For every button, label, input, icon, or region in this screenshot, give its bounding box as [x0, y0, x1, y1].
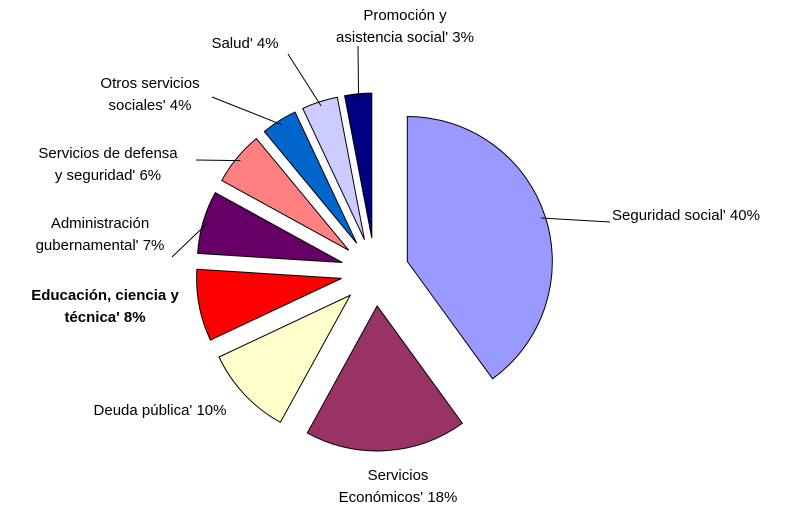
label-line: Salud' 4% [211, 35, 278, 52]
pie-slice [196, 268, 342, 341]
label-line: gubernamental' 7% [36, 237, 165, 254]
pie-slice [306, 305, 464, 452]
label-line: sociales' 4% [109, 97, 192, 114]
pie-slice [302, 96, 365, 240]
slice-label: Seguridad social' 40% [612, 207, 760, 224]
slice-label: Deuda pública' 10% [94, 402, 227, 419]
slice-label: Educación, ciencia y técnica' 8% [31, 287, 179, 326]
leader-line [287, 53, 322, 107]
leader-line [357, 45, 360, 99]
leader-line [195, 159, 241, 162]
label-line: Administración [51, 215, 149, 232]
pie-slice [263, 111, 358, 244]
label-line: Educación, ciencia y [31, 287, 179, 304]
pie-slice [221, 137, 350, 251]
leader-line [541, 217, 611, 223]
slice-label: Administración gubernamental' 7% [36, 215, 165, 254]
slice-label: Promoción y asistencia social' 3% [336, 7, 474, 46]
label-line: asistencia social' 3% [336, 29, 474, 46]
label-line: Deuda pública' 10% [94, 402, 227, 419]
slice-label: Otros servicios sociales' 4% [100, 75, 199, 114]
label-line: Servicios de defensa [38, 145, 178, 162]
label-line: Seguridad social' 40% [612, 207, 760, 224]
leader-line [171, 222, 208, 258]
label-line: técnica' 8% [64, 309, 145, 326]
slice-label: Salud' 4% [211, 35, 278, 52]
leader-line [211, 96, 282, 126]
label-line: y seguridad' 6% [55, 167, 161, 184]
pie-slice [197, 191, 343, 264]
slice-label: Servicios de defensa y seguridad' 6% [38, 145, 178, 184]
pie-slice [218, 294, 352, 424]
pie-slice [406, 115, 553, 380]
label-line: Económicos' 18% [339, 489, 458, 506]
slice-label: Servicios Económicos' 18% [339, 467, 458, 506]
label-line: Promoción y [363, 7, 447, 24]
label-line: Otros servicios [100, 75, 199, 92]
label-line: Servicios [368, 467, 429, 484]
